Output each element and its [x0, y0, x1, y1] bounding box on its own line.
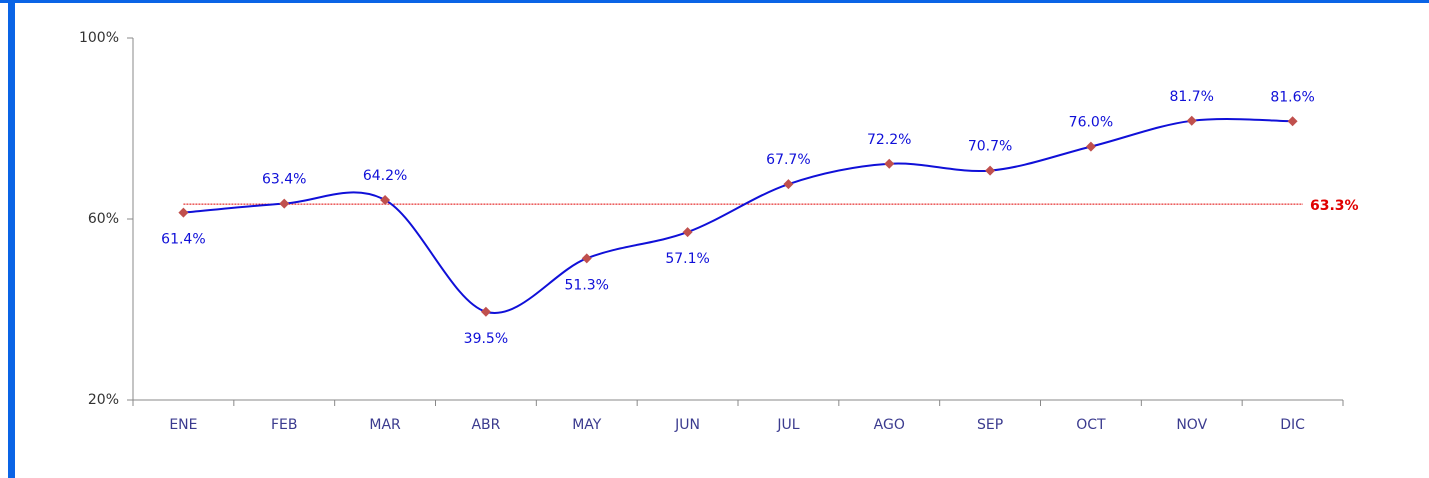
y-tick-label: 100% — [79, 30, 119, 46]
x-tick-label: NOV — [1176, 417, 1207, 433]
marker — [380, 194, 391, 205]
data-label: 72.2% — [867, 132, 911, 148]
data-label: 63.4% — [262, 172, 306, 188]
x-tick-label: JUL — [776, 417, 799, 433]
marker — [783, 179, 794, 190]
marker — [985, 165, 996, 176]
x-tick-label: MAY — [572, 417, 602, 433]
data-label: 57.1% — [665, 251, 709, 267]
data-label: 81.6% — [1270, 89, 1314, 105]
x-tick-label: AGO — [874, 417, 905, 433]
y-tick-label: 60% — [88, 211, 119, 227]
x-tick-label: DIC — [1280, 417, 1305, 433]
x-tick-label: ENE — [169, 417, 197, 433]
data-label: 76.0% — [1069, 115, 1113, 131]
x-tick-label: OCT — [1076, 417, 1106, 433]
marker — [1186, 115, 1197, 126]
series-line — [183, 118, 1293, 315]
x-tick-label: JUN — [674, 417, 700, 433]
marker — [581, 253, 592, 264]
marker — [1287, 116, 1298, 127]
marker — [480, 306, 491, 317]
marker — [279, 198, 290, 209]
marker — [682, 227, 693, 238]
data-label: 51.3% — [565, 277, 609, 293]
x-tick-label: MAR — [369, 417, 401, 433]
data-label: 67.7% — [766, 152, 810, 168]
top-border — [0, 0, 1429, 3]
data-label: 81.7% — [1170, 89, 1214, 105]
data-label: 39.5% — [464, 331, 508, 347]
data-label: 64.2% — [363, 168, 407, 184]
x-tick-label: FEB — [271, 417, 298, 433]
x-tick-label: ABR — [471, 417, 500, 433]
data-label: 61.4% — [161, 232, 205, 248]
y-tick-label: 20% — [88, 392, 119, 408]
left-border — [8, 0, 15, 478]
marker — [178, 207, 189, 218]
data-label: 70.7% — [968, 139, 1012, 155]
x-tick-label: SEP — [977, 417, 1003, 433]
reference-label: 63.3% — [1310, 198, 1359, 214]
marker — [884, 158, 895, 169]
marker — [1085, 141, 1096, 152]
